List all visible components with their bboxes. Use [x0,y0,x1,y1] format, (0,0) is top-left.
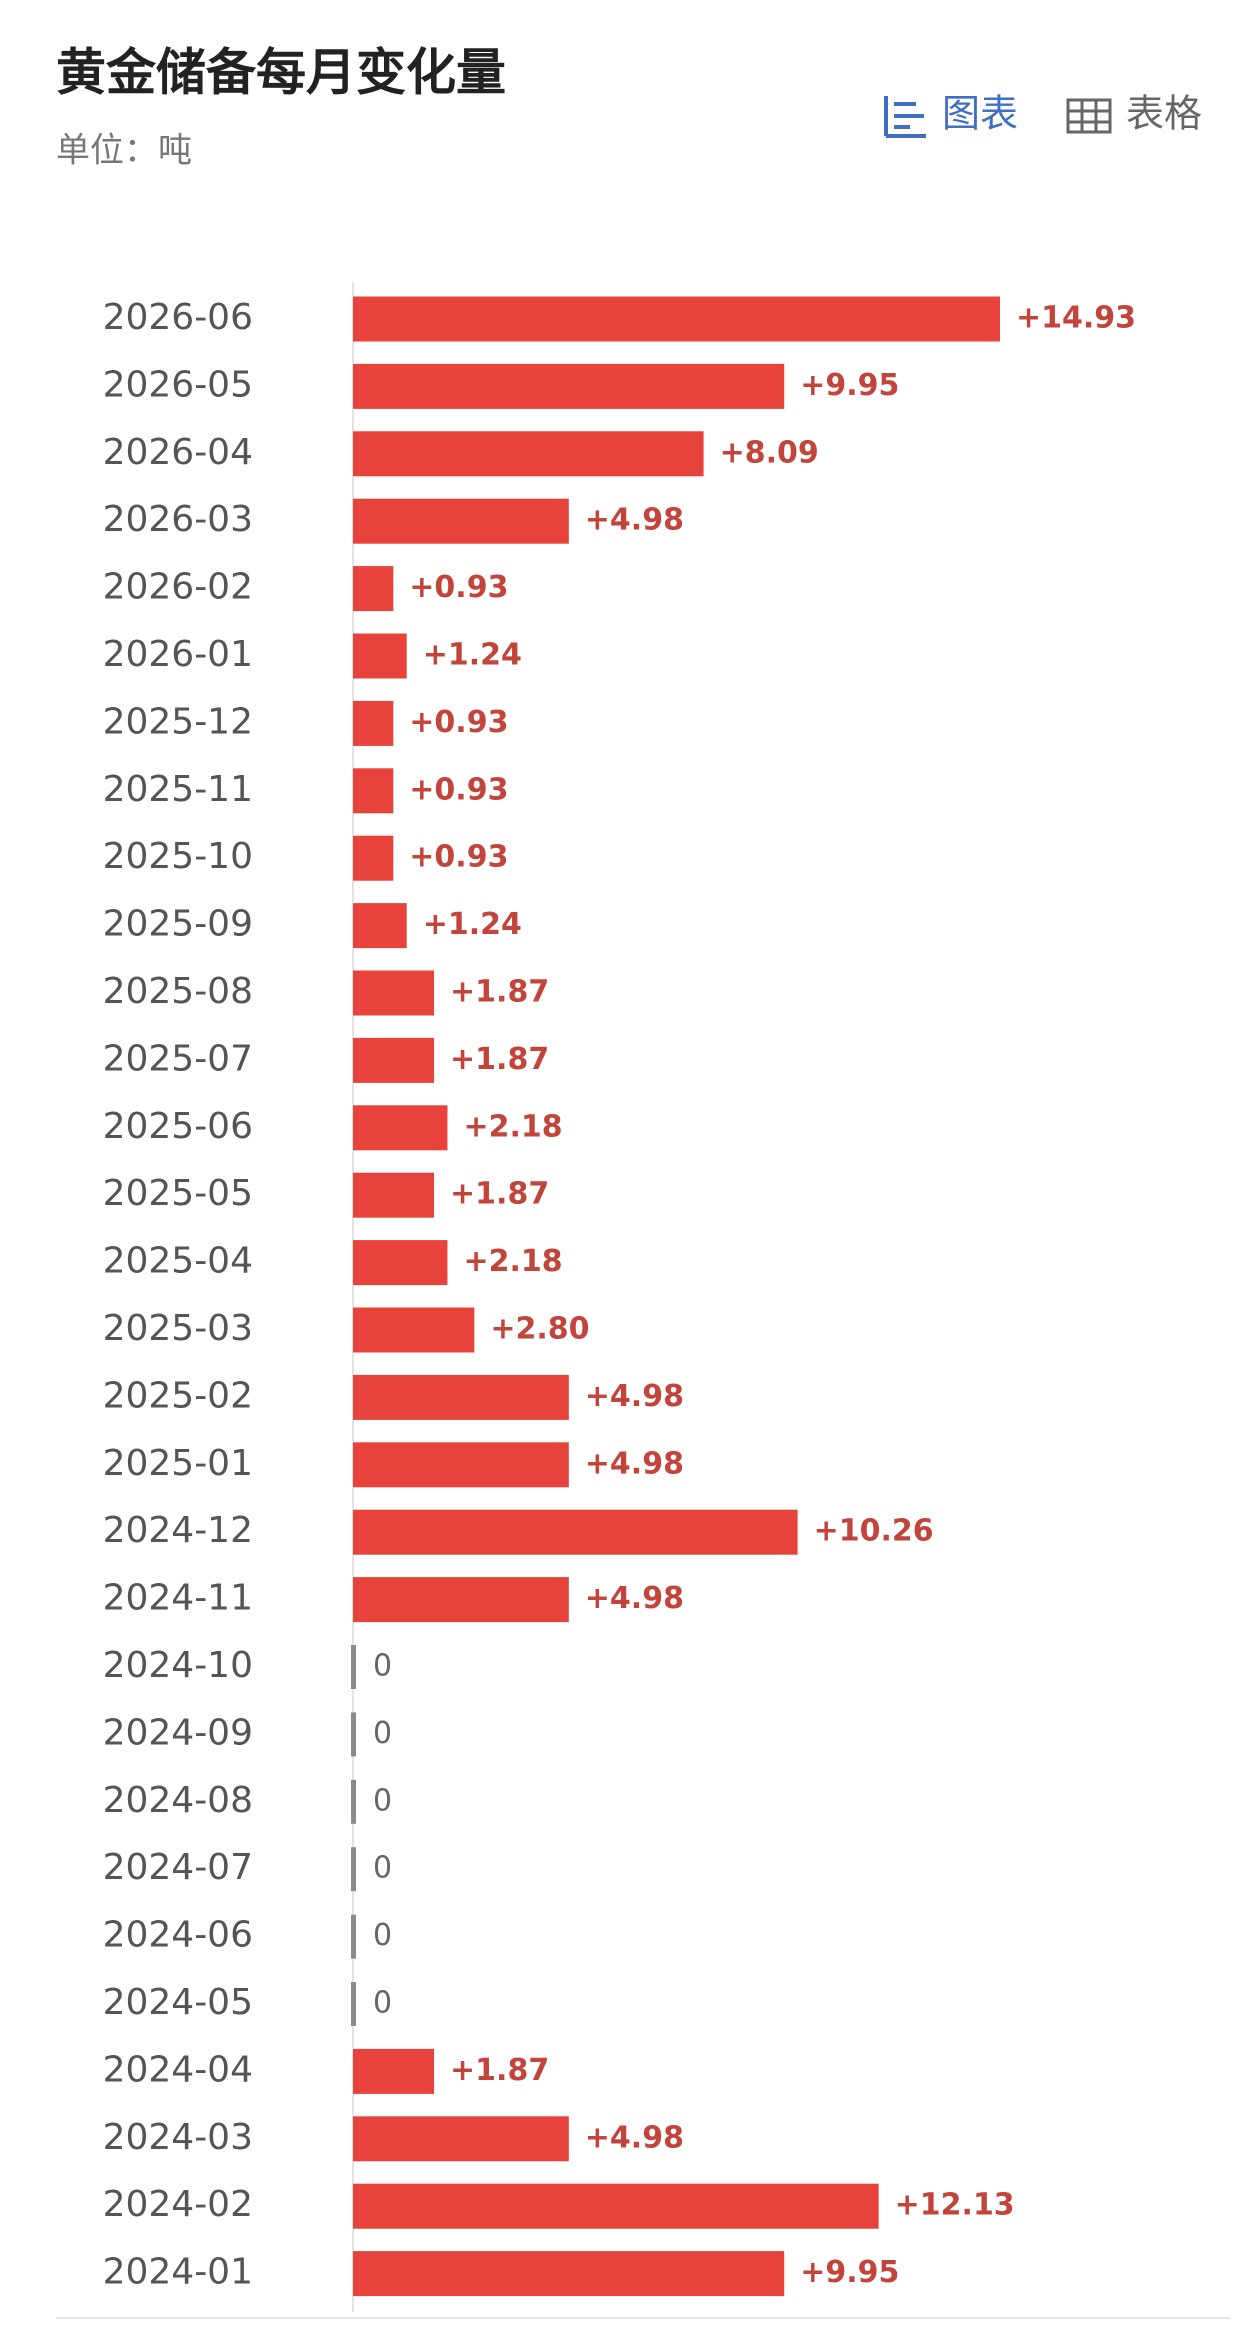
tab-label[interactable]: 图表 [942,92,1018,136]
bar [353,633,407,679]
table-icon [1066,98,1112,134]
category-label: 2025-09 [103,904,253,945]
category-label: 2024-01 [103,2252,253,2293]
category-label: 2024-06 [103,1915,253,1956]
value-label: +1.24 [423,638,522,673]
bar [353,2251,785,2297]
bar [353,363,785,409]
bar [353,1172,435,1218]
category-label: 2026-06 [103,297,253,338]
category-label: 2026-02 [103,567,253,608]
value-label: +0.93 [409,840,508,875]
value-label: +0.93 [409,570,508,605]
value-label: +12.13 [895,2188,1015,2223]
bar [353,903,407,949]
value-label: +1.87 [450,2053,549,2088]
value-label: 0 [373,1851,392,1886]
table-tab[interactable]: 表格 [1066,92,1202,136]
category-label: 2024-04 [103,2049,253,2090]
category-label: 2026-01 [103,634,253,675]
category-label: 2025-06 [103,1106,253,1147]
bar [353,1577,569,1623]
category-label: 2024-10 [103,1645,253,1686]
value-label: +4.98 [585,1581,684,1616]
category-label: 2025-02 [103,1375,253,1416]
bar [353,768,394,814]
bar [353,1442,569,1488]
category-label: 2026-04 [103,432,253,473]
category-label: 2024-11 [103,1578,253,1619]
category-label: 2024-08 [103,1780,253,1821]
value-label: +14.93 [1016,301,1136,336]
bar [353,2048,435,2094]
chart-icon [884,96,926,138]
category-label: 2025-12 [103,701,253,742]
category-label: 2024-09 [103,1712,253,1753]
value-label: +10.26 [814,1514,934,1549]
category-label: 2025-01 [103,1443,253,1484]
tab-label[interactable]: 表格 [1126,92,1202,136]
value-label: +0.93 [409,772,508,807]
category-label: 2025-03 [103,1308,253,1349]
value-label: +9.95 [800,2255,899,2290]
value-label: +9.95 [800,368,899,403]
chart-subtitle: 单位：吨 [56,131,192,171]
value-label: +1.87 [450,1177,549,1212]
value-label: +4.98 [585,1379,684,1414]
chart-tab[interactable]: 图表 [884,92,1018,138]
bar [353,498,569,544]
bar [351,1645,356,1689]
bar [353,1374,569,1420]
bar [353,1307,475,1353]
value-label: +2.18 [463,1244,562,1279]
category-label: 2025-07 [103,1038,253,1079]
bar [353,835,394,881]
bar [351,1982,356,2026]
bar [351,1712,356,1757]
bar [353,1037,435,1083]
bar [353,700,394,746]
category-label: 2025-10 [103,836,253,877]
value-label: 0 [373,1986,392,2021]
category-label: 2025-11 [103,769,253,810]
value-label: +1.24 [423,907,522,942]
category-label: 2024-02 [103,2184,253,2225]
bar [353,1240,448,1286]
value-label: 0 [373,1918,392,1953]
value-label: +2.18 [463,1109,562,1144]
value-label: 0 [373,1783,392,1818]
value-label: +1.87 [450,1042,549,1077]
bar [351,1847,356,1892]
value-label: +4.98 [585,503,684,538]
category-label: 2024-07 [103,1847,253,1888]
bar [353,2116,569,2162]
value-label: +2.80 [490,1312,589,1347]
value-label: 0 [373,1716,392,1751]
value-label: +1.87 [450,975,549,1010]
chart-title: 黄金储备每月变化量 [56,44,506,102]
bar [353,431,704,477]
bar [353,566,394,612]
category-label: 2026-05 [103,364,253,405]
value-label: +0.93 [409,705,508,740]
bar [351,1914,356,1959]
category-label: 2025-05 [103,1173,253,1214]
value-label: +8.09 [720,435,819,470]
category-label: 2025-04 [103,1241,253,1282]
category-label: 2025-08 [103,971,253,1012]
bar [353,970,435,1016]
bar [351,1779,356,1824]
category-label: 2024-12 [103,1510,253,1551]
bar [353,1509,798,1555]
category-label: 2024-05 [103,1982,253,2023]
category-label: 2024-03 [103,2117,253,2158]
bar [353,2183,879,2229]
bar [353,1105,448,1151]
bar [353,296,1000,342]
value-label: +4.98 [585,2120,684,2155]
category-label: 2026-03 [103,499,253,540]
value-label: +4.98 [585,1446,684,1481]
value-label: 0 [373,1649,392,1684]
